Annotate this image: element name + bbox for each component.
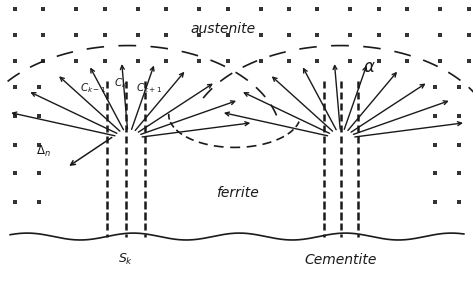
Text: $C_{k-1}$: $C_{k-1}$ [80,81,106,95]
Text: $S_k$: $S_k$ [118,252,134,267]
Text: ferrite: ferrite [216,186,258,200]
Text: $\alpha$: $\alpha$ [363,58,376,76]
Text: $C_{k+1}$: $C_{k+1}$ [137,81,163,95]
Text: austenite: austenite [190,23,255,36]
Text: $C_k$: $C_k$ [114,76,128,90]
Text: $\Delta_n$: $\Delta_n$ [36,144,51,159]
Text: Cementite: Cementite [305,253,377,266]
